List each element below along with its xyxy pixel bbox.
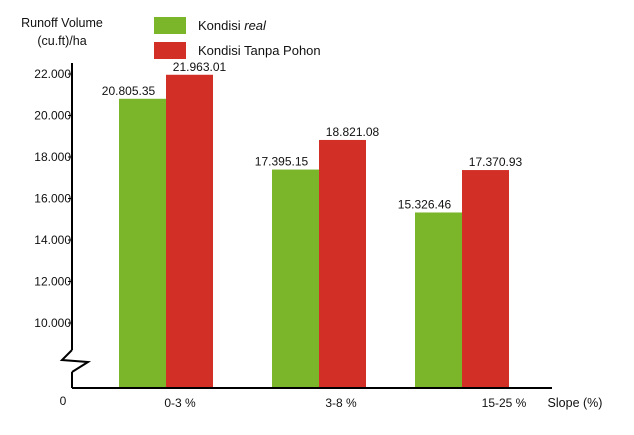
axes-layer <box>59 63 552 389</box>
y-tick-label-2: 14.000 <box>34 233 71 247</box>
y-tick-label-3: 16.000 <box>34 192 71 206</box>
x-category-label-0: 0-3 % <box>164 396 196 410</box>
legend-label-kondisi-real: Kondisi real <box>198 18 267 33</box>
bars-layer <box>119 74 509 388</box>
legend-swatch-kondisi-tanpa-pohon <box>154 42 186 59</box>
y-axis-break <box>59 349 92 373</box>
data-label-kondisi-tanpa-pohon-1: 18.821.08 <box>326 125 380 139</box>
legend: Kondisi real Kondisi Tanpa Pohon <box>154 17 321 59</box>
x-category-label-1: 3-8 % <box>325 396 357 410</box>
y-tick-label-5: 20.000 <box>34 109 71 123</box>
data-label-kondisi-real-2: 15.326.46 <box>398 197 452 211</box>
y-tick-label-4: 18.000 <box>34 150 71 164</box>
bar-kondisi-real-1 <box>272 169 319 388</box>
legend-label-kondisi-tanpa-pohon: Kondisi Tanpa Pohon <box>198 43 321 58</box>
origin-label: 0 <box>60 394 67 408</box>
y-tick-label-0: 10.000 <box>34 316 71 330</box>
data-label-kondisi-tanpa-pohon-0: 21.963.01 <box>173 60 227 74</box>
legend-label-text: Kondisi <box>198 18 244 33</box>
labels-layer: 20.805.35 17.395.15 15.326.46 21.963.01 18.8… <box>21 16 602 410</box>
x-axis-label: Slope (%) <box>548 396 603 410</box>
legend-label-text: Kondisi Tanpa Pohon <box>198 43 321 58</box>
bar-kondisi-tanpa-pohon-0 <box>166 74 213 388</box>
legend-label-italic: real <box>244 18 267 33</box>
data-label-kondisi-tanpa-pohon-2: 17.370.93 <box>469 155 523 169</box>
bar-kondisi-real-0 <box>119 98 166 388</box>
bar-kondisi-tanpa-pohon-2 <box>462 170 509 388</box>
data-label-kondisi-real-0: 20.805.35 <box>102 84 156 98</box>
y-axis-label-line-2: (cu.ft)/ha <box>37 34 86 48</box>
y-tick-label-1: 12.000 <box>34 275 71 289</box>
legend-swatch-kondisi-real <box>154 17 186 34</box>
y-axis-label-line-1: Runoff Volume <box>21 16 103 30</box>
bar-kondisi-real-2 <box>415 212 462 388</box>
data-label-kondisi-real-1: 17.395.15 <box>255 155 309 169</box>
bar-kondisi-tanpa-pohon-1 <box>319 139 366 388</box>
y-tick-label-6: 22.000 <box>34 67 71 81</box>
x-category-label-2: 15-25 % <box>482 396 527 410</box>
